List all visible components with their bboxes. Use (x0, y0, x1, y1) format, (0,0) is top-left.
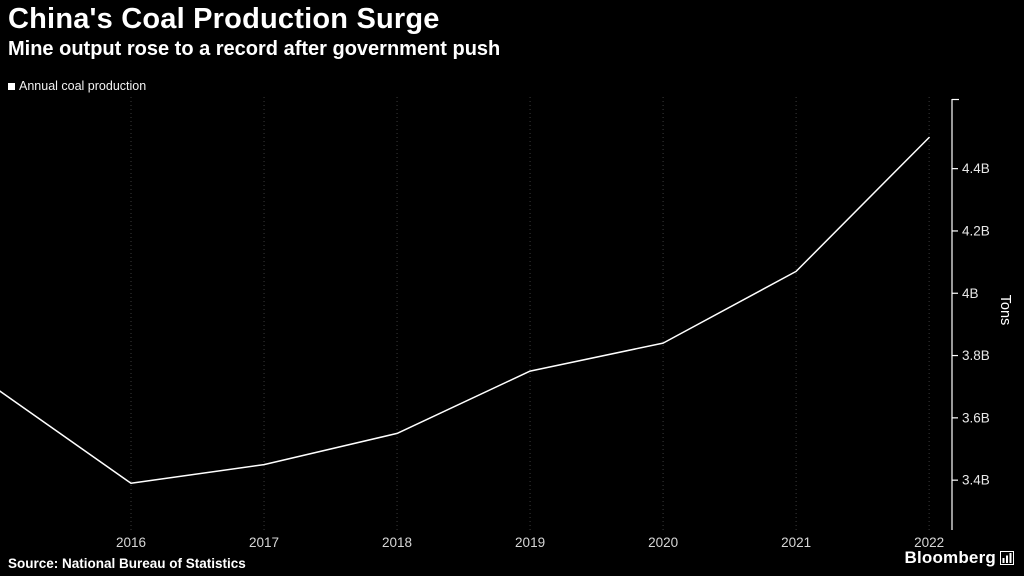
chart-subtitle: Mine output rose to a record after gover… (8, 38, 501, 60)
y-axis-tick-label: 3.4B (962, 473, 990, 488)
x-axis-tick-label: 2022 (914, 535, 944, 550)
bloomberg-bars-icon (1000, 551, 1014, 565)
y-axis-tick-label: 3.6B (962, 410, 990, 425)
chart-header: China's Coal Production Surge Mine outpu… (8, 2, 500, 62)
y-axis-tick-label: 4.4B (962, 161, 990, 176)
legend-label: Annual coal production (19, 79, 147, 93)
y-axis-tick-label: 4B (962, 286, 979, 301)
chart-title: China's Coal Production Surge (8, 3, 440, 35)
line-chart: 2016 2017 2018 2019 2020 2021 2022 3.4B 3.6B 3.8B… (0, 97, 1013, 550)
legend-square-icon (8, 82, 15, 90)
x-axis-tick-label: 2020 (648, 535, 678, 550)
bloomberg-wordmark: Bloomberg (904, 548, 996, 567)
bloomberg-logo: Bloomberg (904, 548, 1014, 568)
x-axis-tick-label: 2018 (382, 535, 412, 550)
y-axis-tick-label: 4.2B (962, 223, 990, 238)
source-note: Source: National Bureau of Statistics (8, 556, 246, 571)
x-axis-tick-label: 2016 (116, 535, 146, 550)
x-axis-tick-label: 2019 (515, 535, 545, 550)
coal-production-line (0, 136, 930, 485)
x-axis-tick-label: 2021 (781, 535, 811, 550)
y-axis-title: Tons (997, 295, 1013, 326)
legend: Annual coal production (8, 79, 146, 93)
y-axis-tick-label: 3.8B (962, 348, 990, 363)
x-axis-tick-label: 2017 (249, 535, 279, 550)
